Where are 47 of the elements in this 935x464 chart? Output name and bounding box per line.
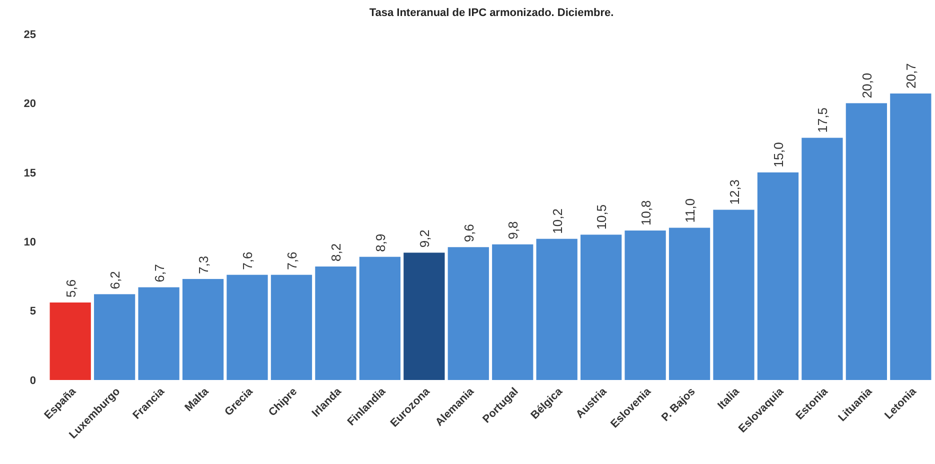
data-label: 9,8: [506, 221, 521, 240]
bar: [50, 302, 91, 380]
bar: [890, 94, 932, 380]
y-tick-label: 20: [24, 98, 36, 110]
data-label: 9,2: [417, 230, 432, 248]
data-label: 8,2: [328, 243, 344, 262]
data-label: 15,0: [770, 142, 786, 168]
bar: [448, 247, 489, 380]
y-tick-label: 5: [30, 306, 36, 318]
data-label: 9,6: [461, 224, 476, 242]
y-tick-label: 0: [30, 374, 36, 387]
data-label: 6,7: [152, 264, 167, 282]
bar: [846, 103, 888, 380]
bar: [580, 234, 622, 380]
y-tick-label: 10: [24, 236, 36, 248]
bar: [536, 238, 578, 380]
data-label: 10,5: [594, 204, 610, 230]
bar: [404, 252, 445, 380]
bar: [315, 266, 356, 380]
bar: [226, 274, 268, 380]
data-label: 10,8: [638, 200, 654, 226]
y-tick-label: 25: [24, 28, 36, 41]
bar: [359, 256, 400, 380]
data-label: 10,2: [550, 208, 565, 234]
data-label: 20,7: [904, 63, 919, 89]
bar: [492, 244, 534, 380]
bar: [94, 294, 136, 380]
data-label: 5,6: [63, 279, 78, 298]
bar: [713, 210, 754, 380]
chart-title: Tasa Interanual de IPC armonizado. Diciembre.: [369, 7, 614, 19]
bar: [182, 278, 224, 380]
data-label: 8,9: [372, 234, 388, 252]
bar: [624, 230, 666, 380]
bar: [270, 274, 312, 380]
data-label: 12,3: [726, 179, 742, 205]
y-tick-label: 15: [24, 167, 36, 180]
bar: [138, 287, 180, 380]
data-label: 20,0: [859, 72, 874, 98]
data-label: 7,6: [240, 252, 256, 270]
bar: [802, 138, 843, 380]
bar: [757, 172, 799, 380]
data-label: 6,2: [108, 271, 123, 290]
data-label: 17,5: [815, 107, 830, 133]
bar: [668, 228, 710, 380]
data-label: 7,3: [196, 256, 212, 274]
data-label: 7,6: [284, 252, 300, 270]
data-label: 11,0: [682, 198, 698, 223]
